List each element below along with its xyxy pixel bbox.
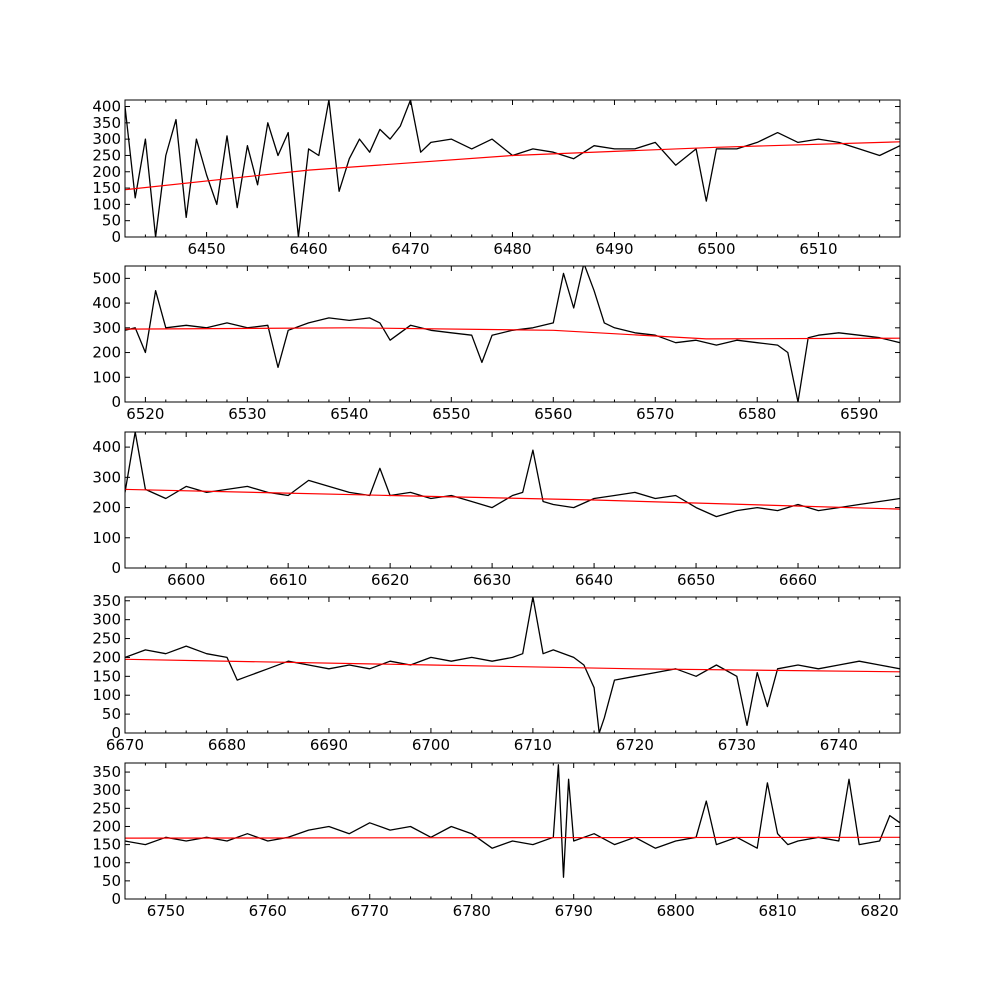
- x-tick-label: 6530: [228, 405, 266, 423]
- y-tick-label: 0: [111, 393, 121, 411]
- axes-frame: [124, 431, 901, 569]
- y-tick-label: 200: [92, 344, 121, 362]
- x-tick-label: 6450: [187, 240, 225, 258]
- x-tick-label: 6620: [371, 571, 409, 589]
- x-tick-label: 6490: [595, 240, 633, 258]
- y-tick-label: 400: [92, 438, 121, 456]
- x-tick-label: 6560: [534, 405, 572, 423]
- x-tick-label: 6550: [432, 405, 470, 423]
- x-tick-label: 6610: [269, 571, 307, 589]
- x-tick-label: 6540: [330, 405, 368, 423]
- x-tick-label: 6690: [310, 736, 348, 754]
- x-tick-label: 6760: [249, 902, 287, 920]
- y-tick-label: 50: [102, 212, 121, 230]
- x-tick-label: 6650: [677, 571, 715, 589]
- spectrum-line: [125, 432, 900, 518]
- y-tick-label: 0: [111, 559, 121, 577]
- y-tick-label: 300: [92, 468, 121, 486]
- spectrum-line: [125, 764, 900, 878]
- x-tick-label: 6740: [820, 736, 858, 754]
- x-tick-label: 6670: [106, 736, 144, 754]
- continuum-line: [125, 488, 900, 510]
- x-tick-label: 6820: [861, 902, 899, 920]
- y-tick-label: 100: [92, 686, 121, 704]
- y-tick-label: 200: [92, 648, 121, 666]
- x-tick-label: 6570: [636, 405, 674, 423]
- y-tick-label: 300: [92, 130, 121, 148]
- y-tick-label: 100: [92, 195, 121, 213]
- x-tick-label: 6800: [657, 902, 695, 920]
- x-tick-label: 6710: [514, 736, 552, 754]
- panel-1: 6450 6460 6470 6480 6490 6500 6510 050100150200…: [92, 98, 901, 258]
- x-tick-label: 6720: [616, 736, 654, 754]
- x-tick-label: 6590: [840, 405, 878, 423]
- x-tick-label: 6630: [473, 571, 511, 589]
- y-tick-label: 300: [92, 319, 121, 337]
- x-tick-label: 6640: [575, 571, 613, 589]
- y-tick-label: 150: [92, 667, 121, 685]
- y-tick-label: 250: [92, 630, 121, 648]
- panel-5: 6750 6760 6770 6780 6790 6800 6810 6820 05010015…: [92, 762, 901, 920]
- y-tick-label: 0: [111, 724, 121, 742]
- continuum-line: [125, 327, 900, 340]
- y-tick-label: 250: [92, 799, 121, 817]
- x-tick-label: 6730: [718, 736, 756, 754]
- y-tick-label: 250: [92, 146, 121, 164]
- x-tick-label: 6600: [167, 571, 205, 589]
- panel-4: 6670 6680 6690 6700 6710 6720 6730 6740 05010015…: [92, 592, 901, 754]
- x-tick-label: 6460: [289, 240, 327, 258]
- x-tick-label: 6790: [555, 902, 593, 920]
- y-tick-label: 400: [92, 294, 121, 312]
- y-tick-label: 350: [92, 763, 121, 781]
- y-tick-label: 50: [102, 705, 121, 723]
- y-tick-label: 200: [92, 163, 121, 181]
- x-tick-label: 6520: [126, 405, 164, 423]
- y-tick-label: 0: [111, 890, 121, 908]
- axes-frame: [124, 265, 901, 403]
- y-tick-label: 350: [92, 114, 121, 132]
- x-tick-label: 6810: [759, 902, 797, 920]
- x-tick-label: 6680: [208, 736, 246, 754]
- y-tick-label: 100: [92, 368, 121, 386]
- spectrum-line: [125, 597, 900, 733]
- continuum-line: [125, 141, 900, 191]
- y-tick-label: 200: [92, 499, 121, 517]
- y-tick-label: 400: [92, 98, 121, 116]
- x-tick-label: 6770: [351, 902, 389, 920]
- x-tick-label: 6480: [493, 240, 531, 258]
- axes-frame: [124, 99, 901, 238]
- y-tick-label: 50: [102, 872, 121, 890]
- spectrum-line: [125, 100, 900, 237]
- y-tick-label: 150: [92, 836, 121, 854]
- x-tick-label: 6500: [697, 240, 735, 258]
- continuum-line: [125, 658, 900, 673]
- panel-2: 6520 6530 6540 6550 6560 6570 6580 6590 0 100 200 3…: [92, 265, 901, 423]
- x-tick-label: 6750: [147, 902, 185, 920]
- x-tick-label: 6470: [391, 240, 429, 258]
- x-tick-label: 6580: [738, 405, 776, 423]
- y-tick-label: 300: [92, 781, 121, 799]
- spectrum-line: [125, 266, 900, 402]
- y-tick-label: 100: [92, 854, 121, 872]
- y-tick-label: 150: [92, 179, 121, 197]
- x-tick-label: 6780: [453, 902, 491, 920]
- x-tick-label: 6660: [779, 571, 817, 589]
- y-tick-label: 100: [92, 529, 121, 547]
- y-tick-label: 200: [92, 817, 121, 835]
- y-tick-label: 500: [92, 269, 121, 287]
- y-tick-label: 0: [111, 228, 121, 246]
- axes-frame: [124, 596, 901, 734]
- axes-frame: [124, 762, 901, 900]
- continuum-line: [125, 836, 900, 839]
- y-tick-label: 300: [92, 611, 121, 629]
- x-tick-label: 6700: [412, 736, 450, 754]
- x-tick-label: 6510: [799, 240, 837, 258]
- panel-3: 6600 6610 6620 6630 6640 6650 6660 0 100 200 300 40…: [92, 431, 901, 589]
- y-tick-label: 350: [92, 592, 121, 610]
